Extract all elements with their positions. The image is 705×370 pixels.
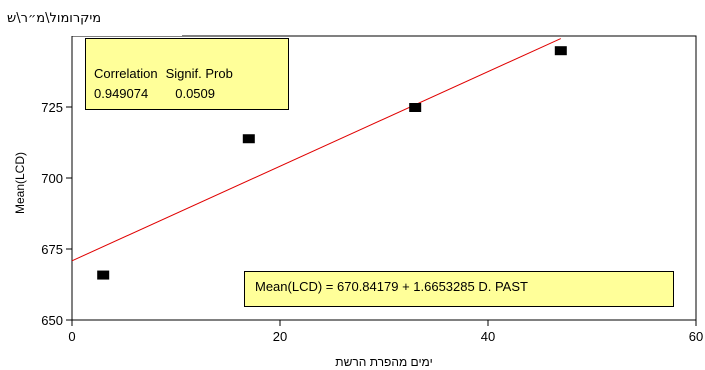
y-tick-label: 725	[41, 100, 63, 115]
fit-line-group	[71, 38, 562, 262]
x-tick-label: 60	[689, 329, 703, 344]
signif-prob-header: Signif. Prob	[165, 66, 233, 81]
x-tick-label: 40	[481, 329, 495, 344]
unit-label-text: מיקרומול\מ״ר\ש	[7, 11, 102, 26]
y-tick-label: 675	[41, 242, 63, 257]
data-point	[554, 46, 567, 56]
y-axis-label: Mean(LCD)	[13, 152, 27, 214]
correlation-headers: Correlation Signif. Prob	[94, 66, 233, 81]
correlation-box: Correlation Signif. Prob 0.949074 0.0509	[85, 38, 289, 110]
correlation-value: 0.949074	[94, 86, 149, 101]
regression-line	[71, 38, 562, 262]
data-point	[409, 103, 422, 112]
x-tick-label: 0	[68, 329, 75, 344]
data-point	[97, 270, 110, 280]
equation-box: Mean(LCD) = 670.84179 + 1.6653285 D. PAS…	[244, 271, 674, 307]
x-tick-label: 20	[273, 329, 287, 344]
axes	[66, 35, 697, 326]
correlation-header: Correlation	[94, 66, 158, 81]
correlation-values: 0.949074 0.0509	[94, 86, 215, 101]
data-points	[97, 46, 567, 280]
x-axis-label: ימים מהפרת הרשת	[335, 355, 432, 369]
y-tick-label: 650	[41, 313, 63, 328]
y-tick-label: 700	[41, 171, 63, 186]
unit-label: מיקרומול\מ״ר\ש	[0, 0, 182, 36]
equation-text: Mean(LCD) = 670.84179 + 1.6653285 D. PAS…	[255, 279, 528, 294]
signif-prob-value: 0.0509	[175, 86, 215, 101]
tick-labels: 650 675 700 725 0 20 40 60	[41, 100, 703, 344]
data-point	[242, 134, 255, 144]
